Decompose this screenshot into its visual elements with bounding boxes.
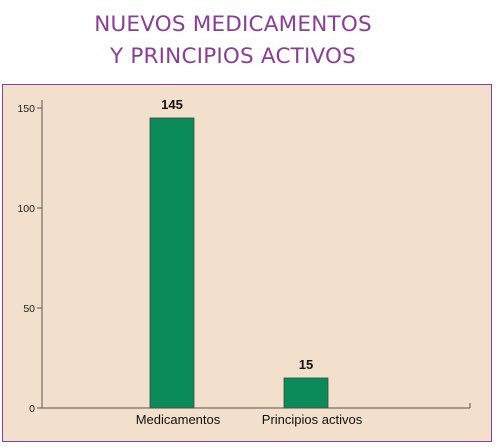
bar-principios-activos (283, 377, 329, 409)
data-label: 15 (299, 357, 313, 372)
bars (149, 117, 329, 409)
chart-title-line-2: Y PRINCIPIOS ACTIVOS (109, 44, 357, 69)
chart-title: NUEVOS MEDICAMENTOS Y PRINCIPIOS ACTIVOS (0, 0, 496, 80)
chart-panel (2, 84, 492, 442)
category-label: Medicamentos (136, 412, 221, 427)
y-tick-label: 50 (23, 303, 35, 315)
chart-title-line-1: NUEVOS MEDICAMENTOS (94, 12, 372, 37)
y-ticks: 0 50 100 150 (17, 103, 42, 415)
y-tick-label: 0 (29, 403, 35, 415)
data-labels: 145 15 (161, 97, 313, 372)
bar-medicamentos (149, 117, 195, 409)
category-label: Principios activos (262, 412, 363, 427)
category-labels: Medicamentos Principios activos (136, 412, 363, 427)
y-tick-label: 100 (17, 203, 35, 215)
data-label: 145 (161, 97, 183, 112)
y-tick-label: 150 (17, 103, 35, 115)
